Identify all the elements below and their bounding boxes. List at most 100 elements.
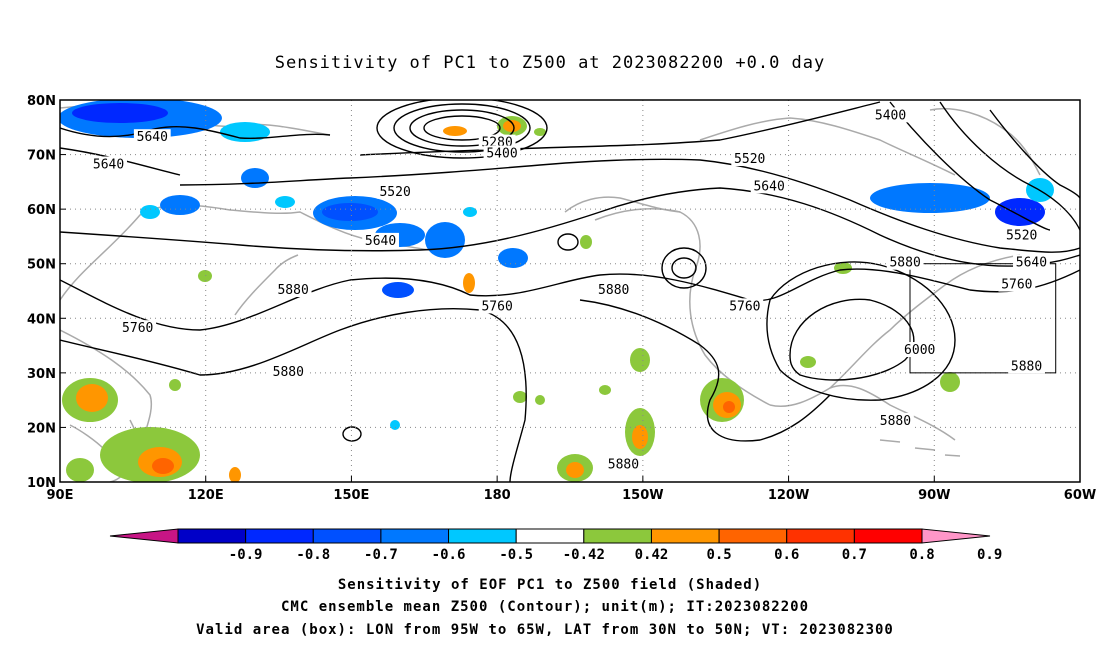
contour-label: 5880 <box>880 414 911 429</box>
colorbar-bin <box>177 528 247 544</box>
colorbar-bin <box>853 528 923 544</box>
valid-area-box <box>909 263 1057 374</box>
positive-blob <box>198 270 212 282</box>
contour-label: 5640 <box>93 157 124 172</box>
colorbar-label: 0.9 <box>977 547 1002 563</box>
x-tick-label: 180 <box>484 488 511 503</box>
contour-label: 5640 <box>365 234 396 249</box>
positive-blob-core <box>76 384 108 412</box>
map-panel: 5640564052805400552056405520564054005520… <box>27 94 1096 503</box>
positive-blob <box>834 262 852 274</box>
negative-blob <box>390 420 400 430</box>
contour-label-bg <box>886 254 924 270</box>
us-east-coast <box>829 254 1021 389</box>
contour-label: 5640 <box>1016 256 1047 271</box>
contour-5880-west <box>60 308 527 482</box>
y-tick-label: 20N <box>27 421 56 436</box>
latitude-ticks: 10N 20N 30N 40N 50N 60N 70N 80N <box>27 94 66 491</box>
positive-blob-core <box>566 462 584 478</box>
contour-label-bg <box>376 183 414 199</box>
colorbar-label: 0.42 <box>635 547 669 563</box>
x-tick-label: 120E <box>188 488 224 503</box>
colorbar-label: 0.5 <box>706 547 731 563</box>
sensitivity-shading <box>60 100 1054 482</box>
colorbar-high-arrow <box>921 528 991 544</box>
y-tick-label: 10N <box>27 476 56 491</box>
colorbar-bin <box>448 528 517 544</box>
contour-label-bg <box>478 298 516 314</box>
x-tick-label: 90W <box>918 488 950 503</box>
negative-blob <box>382 282 414 298</box>
caribbean-islands <box>879 439 961 457</box>
contour-label-bg <box>119 320 157 336</box>
negative-blob <box>241 168 269 188</box>
contour-5880-east <box>579 299 831 442</box>
x-tick-label: 150W <box>622 488 663 503</box>
map-background <box>60 100 1080 482</box>
contour-label: 5640 <box>137 130 168 145</box>
contour-label-bg <box>595 282 633 297</box>
negative-blob <box>425 222 465 258</box>
positive-blob <box>66 458 94 482</box>
map-frame <box>59 99 1081 483</box>
contour-label: 5880 <box>598 283 629 298</box>
x-tick-label: 90E <box>47 488 74 503</box>
negative-blob <box>870 183 990 213</box>
contour-small-low <box>661 247 707 289</box>
positive-blob <box>169 379 181 391</box>
contour-5640-north <box>60 125 331 140</box>
colorbar-label: -0.5 <box>499 547 533 563</box>
positive-blob <box>534 128 546 136</box>
colorbar-low-arrow <box>109 528 179 544</box>
contour-label: 5880 <box>1011 359 1042 374</box>
y-tick-label: 70N <box>27 149 56 164</box>
negative-blob <box>140 205 160 219</box>
contour-label: 5880 <box>273 365 304 380</box>
colorbar-bin <box>583 528 652 544</box>
contour-low-ring <box>409 109 515 147</box>
positive-blob <box>535 395 545 405</box>
negative-blob-core <box>995 198 1045 226</box>
colorbar-bin <box>245 528 314 544</box>
negative-blob <box>275 196 295 208</box>
y-tick-label: 60N <box>27 203 56 218</box>
colorbar-bin <box>380 528 450 544</box>
contour-low-ring <box>376 100 548 159</box>
positive-blob-core <box>632 425 648 449</box>
contour-east-trough <box>939 101 1080 231</box>
colorbar: -0.9 -0.8 -0.7 -0.6 -0.5 -0.42 0.42 0.5 0.6 0.7 0.… <box>109 528 1002 563</box>
contour-5640-west <box>60 147 181 176</box>
colorbar-label: -0.6 <box>432 547 466 563</box>
negative-blob <box>160 195 200 215</box>
positive-blob-core <box>503 120 521 132</box>
colorbar-label: -0.9 <box>229 547 263 563</box>
japan-outline <box>234 254 299 316</box>
contour-small-low <box>671 257 697 279</box>
contour-label-bg <box>750 178 788 194</box>
negative-blob <box>220 122 270 142</box>
contour-label: 5520 <box>734 152 765 167</box>
contour-label-bg <box>1003 227 1041 243</box>
positive-blob-core <box>152 458 174 474</box>
colorbar-bin <box>718 528 788 544</box>
contour-5880-high <box>766 261 956 401</box>
x-tick-label: 60W <box>1064 488 1096 503</box>
caption-line-1: Sensitivity of EOF PC1 to Z500 field (Sh… <box>338 577 762 593</box>
contour-label-bg <box>877 412 914 428</box>
y-tick-label: 80N <box>27 94 56 109</box>
positive-blob <box>800 356 816 368</box>
contour-label-bg <box>872 107 909 123</box>
colorbar-label: 0.7 <box>842 547 867 563</box>
alaska-outline <box>564 196 681 213</box>
contour-label: 5400 <box>486 147 517 162</box>
colorbar-bin <box>786 528 855 544</box>
positive-blob-core <box>723 401 735 413</box>
contour-label: 5760 <box>729 299 760 314</box>
canada-arctic <box>699 117 956 176</box>
contour-label-bg <box>731 151 769 167</box>
colorbar-bin <box>515 528 585 544</box>
contour-label: 5760 <box>1001 278 1032 293</box>
contour-label: 5520 <box>379 185 410 200</box>
colorbar-bin <box>312 528 382 544</box>
positive-blob <box>599 385 611 395</box>
